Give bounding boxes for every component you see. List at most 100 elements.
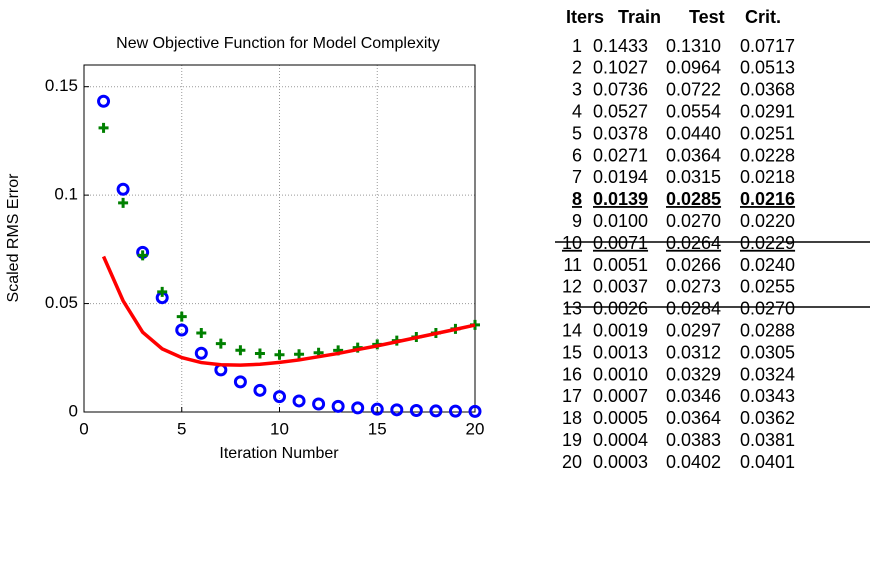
- table-cell: 0.0270: [740, 299, 795, 319]
- table-cell: 0.0266: [666, 255, 721, 275]
- table-header: Crit.: [745, 7, 781, 27]
- point: [312, 397, 326, 411]
- table-cell: 0.0004: [593, 430, 648, 450]
- point: [194, 346, 208, 360]
- table-header: Test: [689, 7, 725, 27]
- point: [274, 349, 285, 360]
- table-header: Train: [618, 7, 661, 27]
- point: [175, 323, 189, 337]
- table-cell: 0.0218: [740, 167, 795, 187]
- table-cell: 0.0343: [740, 386, 795, 406]
- table-cell: 14: [562, 320, 582, 340]
- table-cell: 0.0381: [740, 430, 795, 450]
- table-cell: 3: [572, 80, 582, 100]
- point: [253, 383, 267, 397]
- table-cell: 20: [562, 452, 582, 472]
- table-cell: 11: [563, 255, 582, 275]
- table-cell: 1: [572, 36, 582, 56]
- table-cell: 0.0139: [593, 189, 648, 209]
- table-cell: 0.0315: [666, 167, 721, 187]
- table-cell: 0.0722: [666, 80, 721, 100]
- table-cell: 0.0013: [593, 342, 648, 362]
- table-cell: 0.1027: [593, 58, 648, 78]
- x-tick-label: 15: [368, 419, 387, 438]
- table-cell: 0.0273: [666, 277, 721, 297]
- table-cell: 0.0019: [593, 320, 648, 340]
- table-cell: 0.0401: [740, 452, 795, 472]
- table-cell: 0.0005: [593, 408, 648, 428]
- table-cell: 18: [562, 408, 582, 428]
- table-cell: 0.0194: [593, 167, 648, 187]
- table-cell: 0.0284: [666, 299, 721, 319]
- table-cell: 0.0324: [740, 364, 795, 384]
- point: [118, 197, 129, 208]
- table-cell: 0.0364: [666, 145, 721, 165]
- table-cell: 13: [562, 299, 582, 319]
- table-cell: 0.0513: [740, 58, 795, 78]
- y-tick-label: 0.1: [54, 185, 78, 204]
- point: [448, 404, 462, 418]
- y-tick-label: 0.05: [45, 293, 78, 312]
- table-cell: 0.0270: [666, 211, 721, 231]
- point: [273, 390, 286, 404]
- y-tick-label: 0.15: [45, 76, 78, 95]
- x-tick-label: 10: [270, 419, 289, 438]
- table-cell: 0.0527: [593, 101, 648, 121]
- table-cell: 16: [562, 364, 582, 384]
- point: [409, 403, 423, 417]
- table-cell: 0.0717: [740, 36, 795, 56]
- point: [137, 250, 148, 261]
- point: [215, 338, 226, 349]
- table-cell: 0.0285: [666, 189, 721, 209]
- series-line: [101, 255, 476, 367]
- table-cell: 0.0329: [666, 364, 721, 384]
- table-cell: 17: [562, 386, 582, 406]
- point: [351, 401, 365, 415]
- point: [98, 122, 109, 133]
- table-cell: 0.0378: [593, 123, 648, 143]
- table-cell: 0.0288: [740, 320, 795, 340]
- table-cell: 0.1433: [593, 36, 648, 56]
- table-cell: 2: [572, 58, 582, 78]
- table-cell: 0.0291: [740, 101, 795, 121]
- table-cell: 0.0003: [593, 452, 648, 472]
- y-axis-label: Scaled RMS Error: [5, 173, 22, 303]
- table-cell: 7: [572, 167, 582, 187]
- chart-title: New Objective Function for Model Complex…: [116, 35, 440, 52]
- table-cell: 0.0229: [740, 233, 795, 253]
- table-cell: 15: [562, 342, 582, 362]
- point: [370, 402, 384, 416]
- table-cell: 0.0228: [740, 145, 795, 165]
- table-cell: 0.0100: [593, 211, 648, 231]
- x-tick-label: 5: [177, 419, 186, 438]
- table-cell: 0.0071: [593, 233, 648, 253]
- point: [294, 349, 305, 360]
- table-cell: 0.0037: [593, 277, 648, 297]
- point: [196, 328, 207, 339]
- table-cell: 0.0346: [666, 386, 721, 406]
- table-cell: 6: [572, 145, 582, 165]
- table-cell: 0.1310: [666, 36, 721, 56]
- point: [331, 399, 345, 413]
- table-cell: 0.0010: [593, 364, 648, 384]
- table-cell: 0.0240: [740, 255, 795, 275]
- table-cell: 0.0051: [593, 255, 648, 275]
- table-cell: 0.0264: [666, 233, 721, 253]
- point: [97, 94, 111, 108]
- table-cell: 9: [572, 211, 582, 231]
- table-cell: 0.0305: [740, 342, 795, 362]
- point: [468, 404, 482, 418]
- x-tick-label: 0: [79, 419, 88, 438]
- table-cell: 0.0216: [740, 189, 795, 209]
- table-cell: 0.0554: [666, 101, 721, 121]
- point: [254, 348, 265, 359]
- plot-frame: [83, 64, 476, 413]
- point: [157, 286, 168, 297]
- table-cell: 0.0255: [740, 277, 795, 297]
- table-cell: 0.0362: [740, 408, 795, 428]
- point: [176, 311, 187, 322]
- point: [235, 345, 246, 356]
- table-header: Iters: [566, 7, 604, 27]
- table-cell: 0.0440: [666, 123, 721, 143]
